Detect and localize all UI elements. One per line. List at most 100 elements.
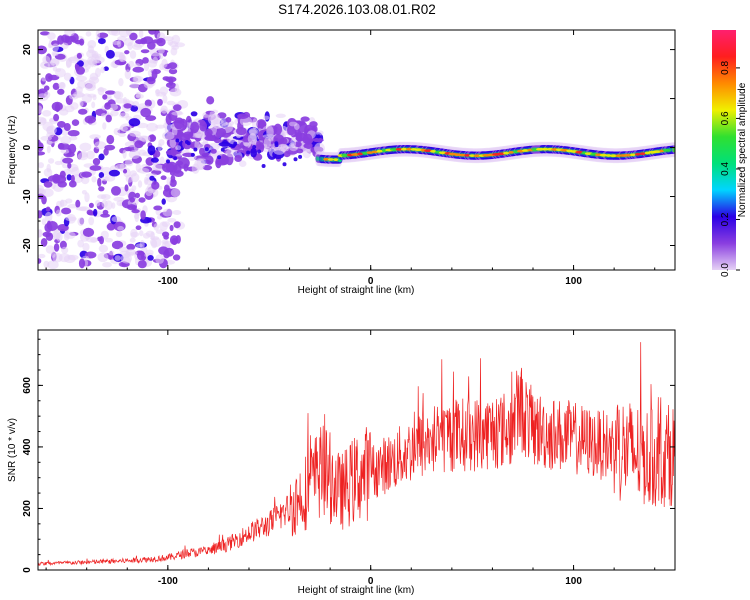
spectrogram-cell xyxy=(282,162,287,167)
spectrogram-cell xyxy=(119,112,130,119)
spectrogram-cell xyxy=(672,146,675,153)
spectrogram-cell xyxy=(233,141,238,146)
spectrogram-cell xyxy=(100,194,111,200)
spectrogram-cell xyxy=(65,198,73,204)
spectrogram-cell xyxy=(133,250,138,256)
colorbar-tick-label: 0.4 xyxy=(720,162,731,176)
spectrogram-cell xyxy=(124,184,129,192)
spectrogram-cell xyxy=(135,192,140,199)
y-tick-label: 10 xyxy=(22,93,33,105)
spectrogram-cell xyxy=(53,243,60,252)
spectrogram-cell xyxy=(252,118,258,130)
spectrogram-cell xyxy=(75,206,87,211)
spectrogram-cell xyxy=(298,154,303,159)
spectrogram-cell xyxy=(85,31,92,37)
spectrogram-cell xyxy=(624,153,632,157)
spectrogram-cell xyxy=(77,80,87,89)
spectrogram-cell xyxy=(75,199,81,208)
spectrogram-cell xyxy=(163,250,170,259)
spectrogram-cell xyxy=(137,180,143,188)
spectrogram-cell xyxy=(58,142,70,150)
spectrogram-cell xyxy=(67,162,72,169)
spectrogram-cell xyxy=(129,82,139,89)
spectrogram-cell xyxy=(175,138,180,143)
spectrogram-x-ticks: -100 0 100 xyxy=(45,30,656,287)
page-title: S174.2026.103.08.01.R02 xyxy=(278,2,436,17)
spectrogram-cell xyxy=(45,206,51,212)
spectrogram-cell xyxy=(131,185,137,191)
spectrogram-cell xyxy=(129,32,138,41)
spectrogram-cell xyxy=(70,174,75,183)
spectrogram-cell xyxy=(88,216,95,226)
spectrogram-cell xyxy=(166,100,176,106)
spectrogram-cell xyxy=(162,162,175,173)
spectrogram-frame xyxy=(37,29,676,271)
spectrogram-cell xyxy=(133,213,140,220)
spectrogram-cell xyxy=(162,208,174,217)
spectrogram-cell xyxy=(77,239,85,248)
colorbar-label: Normalized spectral amplitude xyxy=(737,82,748,217)
spectrogram-cell xyxy=(150,157,159,163)
spectrogram-cell xyxy=(95,30,101,39)
spectrogram-cell xyxy=(158,47,165,54)
spectrogram-cell xyxy=(122,149,127,159)
spectrogram-cell xyxy=(206,96,215,105)
spectrogram-cell xyxy=(87,40,97,49)
spectrogram-cell xyxy=(48,158,55,164)
spectrogram-cell xyxy=(68,56,80,64)
spectrogram-cell xyxy=(190,152,195,157)
spectrogram-cell xyxy=(91,176,97,183)
spectrogram-cell xyxy=(57,88,65,95)
spectrogram-cell xyxy=(57,121,66,128)
spectrogram-cell xyxy=(53,229,61,240)
colorbar-tick-label: 0.0 xyxy=(720,263,731,277)
spectrogram-cell xyxy=(169,235,179,245)
spectrogram-cell xyxy=(135,225,142,230)
spectrogram-cell xyxy=(140,37,148,45)
spectrogram-cell xyxy=(84,115,97,124)
spectrogram-cell xyxy=(172,210,182,215)
spectrogram-cell xyxy=(296,121,308,133)
spectrogram-cell xyxy=(81,190,87,195)
spectrogram-cell xyxy=(79,100,84,107)
spectrogram-cell xyxy=(117,226,124,231)
spectrogram-cell xyxy=(174,117,185,130)
spectrogram-cell xyxy=(129,237,136,243)
spectrogram-cell xyxy=(204,147,209,152)
spectrogram-cell xyxy=(40,238,48,247)
spectrogram-cell xyxy=(357,152,364,156)
spectrogram-cell xyxy=(162,231,170,238)
spectrogram-cell xyxy=(115,98,127,104)
spectrogram-cell xyxy=(173,221,181,229)
spectrogram-cell xyxy=(243,142,249,147)
spectrogram-cell xyxy=(138,30,144,38)
spectrogram-x-axis-label: Height of straight line (km) xyxy=(298,285,415,296)
spectrogram-cell xyxy=(182,131,194,139)
colorbar-ticks: 0.0 0.2 0.4 0.6 0.8 xyxy=(720,61,740,277)
spectrogram-cell xyxy=(57,181,67,188)
spectrogram-cell xyxy=(86,150,95,160)
spectrogram-cell xyxy=(147,41,156,50)
spectrogram-cell xyxy=(132,75,142,84)
spectrogram-cell xyxy=(257,149,262,154)
spectrogram-cell xyxy=(65,216,77,222)
spectrogram-cell xyxy=(261,164,266,168)
spectrogram-cell xyxy=(177,157,190,169)
spectrogram-cell xyxy=(156,215,163,220)
spectrogram-cell xyxy=(74,40,83,45)
spectrogram-cell xyxy=(458,153,466,157)
spectrogram-cell xyxy=(300,116,310,122)
y-tick-label: -20 xyxy=(22,238,33,253)
spectrogram-cell xyxy=(153,223,160,231)
spectrogram-cell xyxy=(98,244,109,253)
spectrogram-cell xyxy=(115,163,127,170)
spectrogram-cell xyxy=(71,166,80,177)
spectrogram-cell xyxy=(81,176,90,185)
spectrogram-cell xyxy=(464,154,471,157)
spectrogram-cell xyxy=(55,102,60,113)
spectrogram-cell xyxy=(58,82,65,89)
spectrogram-cell xyxy=(113,91,121,99)
spectrogram-cell xyxy=(151,239,158,249)
y-tick-label: -10 xyxy=(22,189,33,204)
